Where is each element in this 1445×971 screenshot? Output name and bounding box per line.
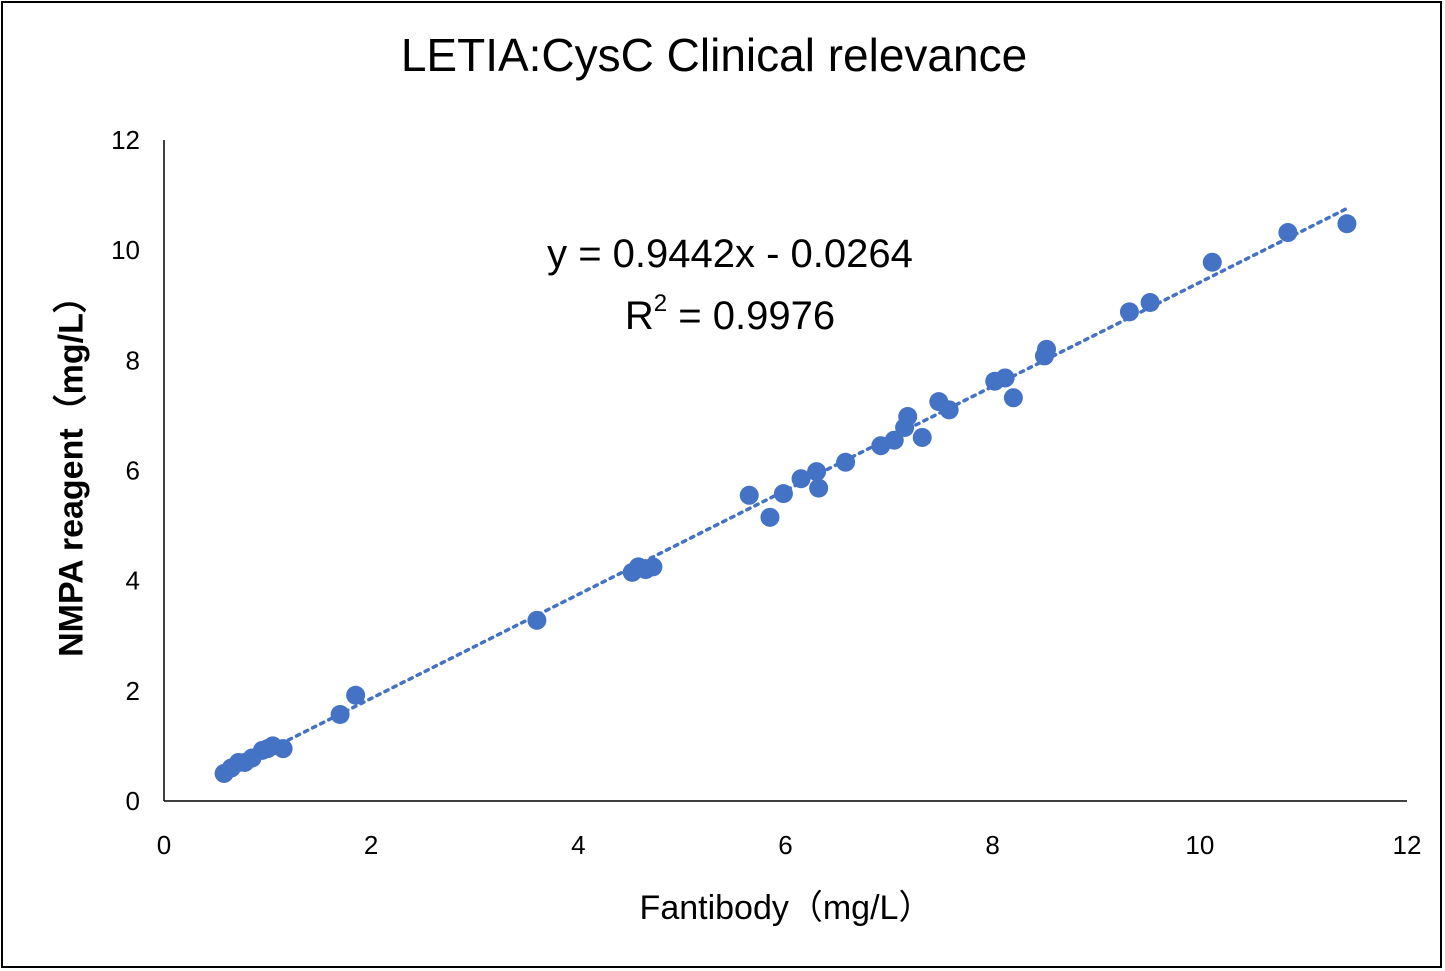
trendline xyxy=(222,206,1349,775)
data-point xyxy=(1278,223,1298,243)
data-point xyxy=(330,705,350,725)
data-point xyxy=(939,400,959,420)
data-point xyxy=(1202,252,1222,272)
y-tick-label: 10 xyxy=(111,235,140,265)
data-point xyxy=(760,507,780,527)
data-point xyxy=(643,557,663,577)
data-point xyxy=(1119,302,1139,322)
data-point xyxy=(912,427,932,447)
x-tick-label: 4 xyxy=(571,830,585,860)
x-tick-label: 2 xyxy=(364,830,378,860)
data-point xyxy=(836,452,856,472)
x-tick-label: 10 xyxy=(1185,830,1214,860)
data-point xyxy=(791,469,811,489)
data-point xyxy=(884,430,904,450)
data-point xyxy=(739,485,759,505)
x-tick-label: 6 xyxy=(778,830,792,860)
data-point xyxy=(773,484,793,504)
data-point xyxy=(273,739,293,759)
data-point xyxy=(995,368,1015,388)
y-tick-label: 2 xyxy=(126,676,140,706)
y-tick-label: 4 xyxy=(126,566,140,596)
y-tick-label: 6 xyxy=(126,456,140,486)
y-tick-label: 0 xyxy=(126,786,140,816)
data-point xyxy=(809,478,829,498)
data-point xyxy=(1140,292,1160,312)
x-tick-label: 0 xyxy=(157,830,171,860)
x-tick-label: 12 xyxy=(1393,830,1422,860)
y-axis-label: NMPA reagent（mg/L） xyxy=(52,279,91,657)
data-point xyxy=(1337,214,1357,234)
trendline-layer xyxy=(222,206,1349,775)
axes: 0 2 4 6 8 10 12 0 2 4 6 8 10 12 xyxy=(111,125,1421,860)
r-squared-label: R2 = 0.9976 xyxy=(430,290,1030,339)
r-squared-value: = 0.9976 xyxy=(667,294,836,338)
data-point xyxy=(807,462,827,482)
y-tick-label: 12 xyxy=(111,125,140,155)
r-squared-superscript: 2 xyxy=(653,290,668,317)
data-point xyxy=(527,610,547,630)
x-axis-label: Fantibody（mg/L） xyxy=(639,889,933,927)
data-point xyxy=(1003,388,1023,408)
chart-title: LETIA:CysC Clinical relevance xyxy=(400,29,1028,81)
trendline-equation: y = 0.9442x - 0.0264 xyxy=(547,232,913,276)
data-point xyxy=(346,685,366,705)
points-layer xyxy=(214,214,1357,783)
x-tick-label: 8 xyxy=(985,830,999,860)
data-point xyxy=(1037,339,1057,359)
y-tick-label: 8 xyxy=(126,345,140,375)
data-point xyxy=(898,407,918,427)
r-squared-prefix: R xyxy=(624,294,654,338)
